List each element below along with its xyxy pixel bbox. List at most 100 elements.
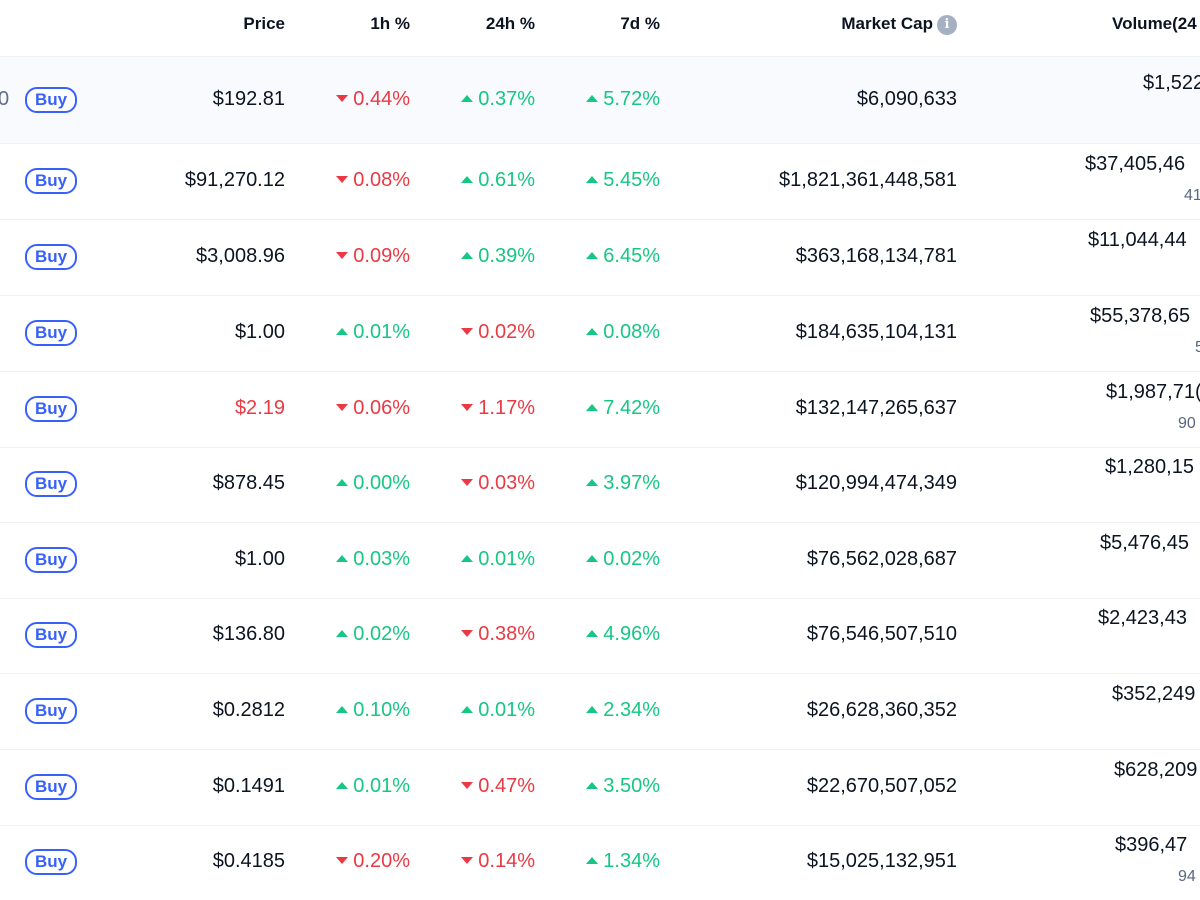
price-value: $1.00 [234, 548, 285, 570]
change-h24: 0.37% [461, 88, 535, 111]
change-d7: 0.08% [586, 321, 660, 344]
table-row[interactable]: 0 Buy $192.81 0.44% 0.37% 5.72% $6,090,633 $1,5… [0, 57, 1200, 144]
change-d7-value: 1.34% [603, 850, 660, 872]
change-h24-value: 0.38% [478, 623, 535, 645]
change-h24: 0.01% [461, 548, 535, 571]
table-row[interactable]: Buy $3,008.96 0.09% 0.39% 6.45% $363,168,134,… [0, 219, 1200, 296]
buy-button[interactable]: Buy [25, 774, 77, 800]
table-row[interactable]: Buy $878.45 0.00% 0.03% 3.97% $120,994,474,34… [0, 446, 1200, 523]
buy-button[interactable]: Buy [25, 87, 77, 113]
market-cap-value: $184,635,104,131 [795, 321, 957, 343]
header-1h[interactable]: 1h % [370, 14, 410, 33]
caret-up-icon [461, 176, 474, 183]
buy-button[interactable]: Buy [25, 244, 77, 270]
caret-up-icon [586, 782, 599, 789]
caret-up-icon [586, 95, 599, 102]
change-d7-value: 3.97% [603, 472, 660, 494]
buy-button[interactable]: Buy [25, 698, 77, 724]
change-h24: 0.14% [461, 850, 535, 873]
price-value: $192.81 [212, 88, 285, 110]
caret-down-icon [336, 95, 349, 102]
change-d7-value: 5.72% [603, 88, 660, 110]
caret-up-icon [336, 630, 349, 637]
change-h24-value: 0.37% [478, 88, 535, 110]
change-h1-value: 0.44% [353, 88, 410, 110]
volume-sub-value: 5 [1195, 339, 1200, 356]
buy-button[interactable]: Buy [25, 849, 77, 875]
change-h1: 0.20% [336, 850, 410, 873]
change-h24-value: 0.39% [478, 245, 535, 267]
change-h24-value: 0.01% [478, 699, 535, 721]
change-h1: 0.00% [336, 472, 410, 495]
buy-button[interactable]: Buy [25, 547, 77, 573]
caret-up-icon [586, 176, 599, 183]
change-h24: 1.17% [461, 397, 535, 420]
header-7d[interactable]: 7d % [620, 14, 660, 33]
change-d7-value: 6.45% [603, 245, 660, 267]
info-icon[interactable]: i [937, 15, 957, 35]
table-row[interactable]: Buy $136.80 0.02% 0.38% 4.96% $76,546,507,510… [0, 597, 1200, 674]
change-d7: 0.02% [586, 548, 660, 571]
header-market-cap[interactable]: Market Cap i [841, 14, 957, 35]
market-cap-value: $76,562,028,687 [806, 548, 957, 570]
buy-button[interactable]: Buy [25, 168, 77, 194]
change-h24: 0.38% [461, 623, 535, 646]
change-h1-value: 0.06% [353, 397, 410, 419]
change-h1: 0.01% [336, 775, 410, 798]
change-d7-value: 0.08% [603, 321, 660, 343]
table-row[interactable]: Buy $0.4185 0.20% 0.14% 1.34% $15,025,132,951… [0, 824, 1200, 900]
table-row[interactable]: Buy $2.19 0.06% 1.17% 7.42% $132,147,265,637 $… [0, 371, 1200, 448]
caret-up-icon [586, 857, 599, 864]
volume-value: $396,47 [1115, 834, 1188, 856]
change-h1-value: 0.01% [353, 775, 410, 797]
price-value: $0.2812 [212, 699, 285, 721]
caret-down-icon [336, 404, 349, 411]
caret-down-icon [461, 782, 474, 789]
change-h24: 0.02% [461, 321, 535, 344]
change-h1-value: 0.09% [353, 245, 410, 267]
change-h24: 0.61% [461, 169, 535, 192]
volume-sub-value: 41 [1184, 187, 1200, 204]
market-cap-value: $120,994,474,349 [795, 472, 957, 494]
buy-button[interactable]: Buy [25, 320, 77, 346]
price-value: $1.00 [234, 321, 285, 343]
change-d7: 4.96% [586, 623, 660, 646]
change-d7: 2.34% [586, 699, 660, 722]
table-row[interactable]: Buy $0.2812 0.10% 0.01% 2.34% $26,628,360,352… [0, 673, 1200, 750]
buy-button[interactable]: Buy [25, 396, 77, 422]
table-row[interactable]: Buy $0.1491 0.01% 0.47% 3.50% $22,670,507,052… [0, 749, 1200, 826]
change-h1-value: 0.00% [353, 472, 410, 494]
volume-value: $2,423,43 [1098, 607, 1187, 629]
change-h1: 0.09% [336, 245, 410, 268]
buy-button[interactable]: Buy [25, 622, 77, 648]
change-h1: 0.10% [336, 699, 410, 722]
header-24h[interactable]: 24h % [485, 14, 535, 33]
table-row[interactable]: Buy $91,270.12 0.08% 0.61% 5.45% $1,821,361,4… [0, 143, 1200, 220]
header-price[interactable]: Price [243, 14, 285, 33]
price-value: $136.80 [212, 623, 285, 645]
caret-down-icon [336, 857, 349, 864]
caret-up-icon [586, 328, 599, 335]
caret-up-icon [461, 555, 474, 562]
change-h24-value: 0.03% [478, 472, 535, 494]
change-d7-value: 3.50% [603, 775, 660, 797]
change-d7: 3.97% [586, 472, 660, 495]
table-row[interactable]: Buy $1.00 0.01% 0.02% 0.08% $184,635,104,131 $… [0, 295, 1200, 372]
caret-up-icon [336, 555, 349, 562]
caret-down-icon [336, 176, 349, 183]
header-volume[interactable]: Volume(24 [1112, 14, 1197, 33]
change-h1: 0.01% [336, 321, 410, 344]
caret-down-icon [461, 479, 474, 486]
change-h24-value: 1.17% [478, 397, 535, 419]
caret-down-icon [461, 404, 474, 411]
buy-button[interactable]: Buy [25, 471, 77, 497]
volume-value: $11,044,44 [1088, 229, 1187, 251]
change-h24-value: 0.61% [478, 169, 535, 191]
change-h1: 0.08% [336, 169, 410, 192]
table-row[interactable]: Buy $1.00 0.03% 0.01% 0.02% $76,562,028,687 $5… [0, 522, 1200, 599]
market-cap-value: $1,821,361,448,581 [779, 169, 957, 191]
header-market-cap-label: Market Cap [841, 14, 933, 33]
volume-value: $1,522 [1143, 72, 1200, 94]
price-value: $3,008.96 [196, 245, 285, 267]
volume-value: $1,987,71( [1106, 381, 1200, 403]
